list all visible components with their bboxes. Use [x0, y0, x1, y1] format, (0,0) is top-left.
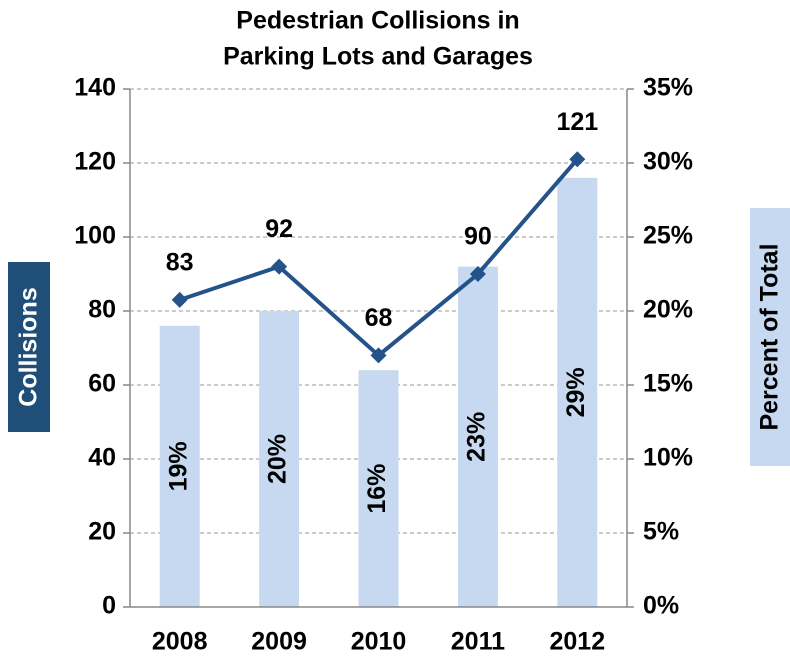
y2-tick-label: 10%	[643, 444, 693, 472]
y-tick-label: 40	[88, 444, 116, 472]
y-axis-title-box	[8, 262, 50, 432]
y-axis-title: Collisions	[15, 287, 43, 406]
y2-tick-label: 5%	[643, 518, 679, 546]
bar	[457, 266, 498, 607]
bar	[259, 311, 300, 607]
line-value-label: 83	[166, 249, 194, 277]
x-tick-label: 2009	[251, 628, 307, 656]
line-value-label: 92	[265, 215, 293, 243]
x-tick-label: 2012	[549, 628, 605, 656]
bar	[159, 325, 200, 607]
y2-tick-label: 15%	[643, 370, 693, 398]
bar	[557, 177, 598, 608]
marker	[469, 266, 486, 282]
y-tick-label: 20	[88, 518, 116, 546]
line-value-label: 68	[365, 304, 393, 332]
line-value-label: 121	[556, 108, 598, 136]
bar	[358, 370, 399, 607]
y2-tick-label: 0%	[643, 592, 679, 620]
y-tick-label: 140	[74, 74, 116, 102]
x-tick-label: 2010	[351, 628, 407, 656]
y-tick-label: 80	[88, 296, 116, 324]
y-tick-label: 100	[74, 222, 116, 250]
marker	[569, 151, 586, 168]
bar-value-label: 19%	[164, 441, 192, 491]
marker	[370, 347, 387, 364]
bar-value-label: 29%	[562, 367, 590, 417]
y2-tick-label: 35%	[643, 74, 693, 102]
y2-tick-label: 30%	[643, 148, 693, 176]
bar-value-label: 23%	[463, 412, 491, 462]
marker	[271, 258, 288, 275]
line-value-label: 90	[464, 223, 492, 251]
x-tick-label: 2011	[451, 628, 505, 656]
bar-value-label: 20%	[264, 434, 292, 484]
y-tick-label: 0	[102, 592, 116, 620]
y2-tick-label: 20%	[643, 296, 693, 324]
x-tick-label: 2008	[152, 628, 208, 656]
bar-value-label: 16%	[363, 464, 391, 514]
y2-tick-label: 25%	[643, 222, 693, 250]
chart-title: Pedestrian Collisions in	[236, 7, 519, 35]
y-tick-label: 120	[74, 148, 116, 176]
y2-axis-title-box	[750, 208, 790, 466]
chart-title: Parking Lots and Garages	[223, 43, 533, 71]
y2-axis-title: Percent of Total	[756, 243, 784, 430]
marker	[171, 291, 188, 308]
y-tick-label: 60	[88, 370, 116, 398]
